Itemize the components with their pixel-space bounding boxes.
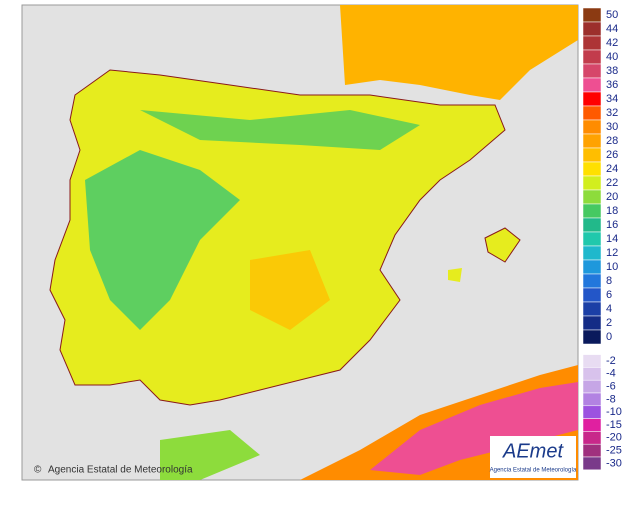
legend-swatch bbox=[582, 273, 602, 289]
legend-label: -10 bbox=[606, 406, 622, 418]
legend-label: 36 bbox=[606, 79, 618, 91]
legend-label: 42 bbox=[606, 37, 618, 49]
legend-label: 2 bbox=[606, 317, 612, 329]
legend-swatch bbox=[582, 217, 602, 233]
legend-swatch bbox=[582, 175, 602, 191]
legend-swatch bbox=[582, 161, 602, 177]
warm-area-center bbox=[250, 250, 330, 330]
legend-swatch bbox=[582, 315, 602, 331]
morocco-north bbox=[160, 430, 260, 480]
cool-area-north bbox=[140, 110, 420, 150]
legend-label: 44 bbox=[606, 23, 618, 35]
legend-swatch bbox=[582, 259, 602, 275]
legend-swatch bbox=[582, 105, 602, 121]
legend-label: -15 bbox=[606, 419, 622, 431]
cool-area-west bbox=[85, 150, 240, 330]
legend-label: -2 bbox=[606, 355, 616, 367]
menorca-ibiza bbox=[448, 268, 462, 282]
legend-label: -8 bbox=[606, 393, 616, 405]
logo: AEmet bbox=[502, 440, 564, 462]
legend-swatch bbox=[582, 63, 602, 79]
legend-label: 32 bbox=[606, 107, 618, 119]
legend-swatch bbox=[582, 354, 602, 368]
legend-swatch bbox=[582, 392, 602, 407]
legend-swatch bbox=[582, 133, 602, 149]
logo-subtitle: Agencia Estatal de Meteorología bbox=[490, 468, 577, 474]
legend-swatch bbox=[582, 147, 602, 163]
legend-label: 20 bbox=[606, 191, 618, 203]
legend-swatch bbox=[582, 443, 602, 458]
legend-label: -25 bbox=[606, 445, 622, 457]
legend-label: 4 bbox=[606, 303, 612, 315]
legend-swatch bbox=[582, 367, 602, 381]
legend-label: -6 bbox=[606, 381, 616, 393]
logo-box bbox=[490, 436, 576, 478]
legend-label: 30 bbox=[606, 121, 618, 133]
legend-swatch bbox=[582, 301, 602, 317]
legend-swatch bbox=[582, 245, 602, 261]
copyright-symbol: © bbox=[34, 465, 42, 476]
legend-swatch bbox=[582, 405, 602, 419]
legend-label: 50 bbox=[606, 9, 618, 21]
legend-swatch bbox=[582, 329, 602, 345]
legend-swatch bbox=[582, 35, 602, 51]
copyright: Agencia Estatal de Meteorología bbox=[48, 465, 193, 476]
legend-swatch bbox=[582, 379, 602, 394]
legend: 5044424038363432302826242220181614121086… bbox=[582, 7, 622, 471]
legend-swatch bbox=[582, 7, 602, 23]
legend-label: 18 bbox=[606, 205, 618, 217]
legend-swatch bbox=[582, 119, 602, 135]
hot-area-africa bbox=[370, 382, 578, 475]
legend-swatch bbox=[582, 431, 602, 445]
mallorca bbox=[484, 227, 521, 263]
legend-label: 14 bbox=[606, 233, 618, 245]
legend-label: 24 bbox=[606, 163, 618, 175]
legend-label: 6 bbox=[606, 289, 612, 301]
legend-label: 34 bbox=[606, 93, 618, 105]
france bbox=[340, 5, 578, 100]
legend-swatch bbox=[582, 231, 602, 247]
legend-label: -4 bbox=[606, 368, 616, 380]
legend-label: 28 bbox=[606, 135, 618, 147]
legend-swatch bbox=[582, 203, 602, 219]
legend-label: 38 bbox=[606, 65, 618, 77]
legend-swatch bbox=[582, 456, 602, 471]
legend-label: 16 bbox=[606, 219, 618, 231]
legend-label: -30 bbox=[606, 457, 622, 469]
legend-label: 10 bbox=[606, 261, 618, 273]
legend-swatch bbox=[582, 418, 602, 432]
legend-swatch bbox=[582, 77, 602, 93]
legend-label: 40 bbox=[606, 51, 618, 63]
legend-swatch bbox=[582, 189, 602, 205]
legend-swatch bbox=[582, 91, 602, 107]
legend-swatch bbox=[582, 287, 602, 303]
legend-label: -20 bbox=[606, 432, 622, 444]
legend-swatch bbox=[582, 21, 602, 37]
legend-swatch bbox=[582, 49, 602, 65]
legend-label: 8 bbox=[606, 275, 612, 287]
legend-label: 26 bbox=[606, 149, 618, 161]
legend-label: 22 bbox=[606, 177, 618, 189]
iberian-peninsula bbox=[49, 69, 506, 406]
legend-label: 0 bbox=[606, 331, 612, 343]
legend-label: 12 bbox=[606, 247, 618, 259]
